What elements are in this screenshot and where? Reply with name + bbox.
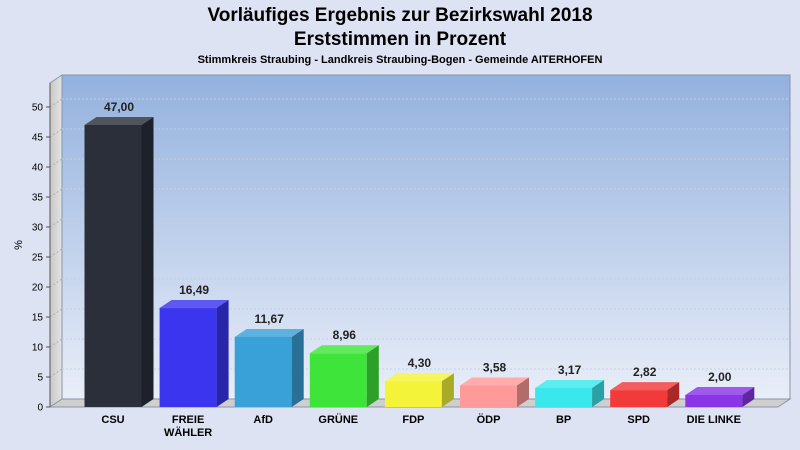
bar-front bbox=[685, 395, 743, 407]
bar-side bbox=[291, 328, 304, 407]
data-label: 11,67 bbox=[255, 312, 285, 326]
gridline-wall bbox=[49, 98, 63, 108]
y-tick-label: 40 bbox=[32, 163, 44, 174]
bar-side bbox=[141, 117, 154, 407]
y-tick-label: 10 bbox=[32, 343, 44, 354]
bar-front bbox=[84, 125, 142, 407]
gridline-wall bbox=[49, 248, 63, 258]
bar-side bbox=[441, 373, 454, 407]
bar-side bbox=[592, 379, 605, 407]
gridline-wall bbox=[49, 338, 63, 348]
bar-side bbox=[517, 377, 529, 407]
x-tick-label: BP bbox=[556, 414, 571, 426]
y-tick-label: 35 bbox=[32, 193, 44, 204]
bar-csu bbox=[84, 117, 154, 407]
data-label: 2,00 bbox=[708, 370, 732, 384]
gridline-wall bbox=[49, 128, 63, 138]
data-label: 3,58 bbox=[483, 361, 507, 375]
bar-freie-wähler bbox=[159, 300, 229, 407]
data-label: 47,00 bbox=[104, 100, 134, 114]
gridline-wall bbox=[49, 308, 63, 318]
bar-top bbox=[535, 379, 605, 388]
bar-top bbox=[610, 382, 680, 391]
gridline-wall bbox=[49, 278, 63, 288]
bar-top bbox=[384, 373, 454, 382]
x-tick-label: GRÜNE bbox=[318, 413, 358, 426]
y-tick-label: 15 bbox=[32, 313, 44, 324]
data-label: 3,17 bbox=[558, 363, 582, 377]
gridline-wall bbox=[49, 188, 63, 198]
y-tick-label: 50 bbox=[32, 103, 44, 114]
bar-top bbox=[460, 377, 529, 386]
bar-front bbox=[460, 385, 517, 407]
bar-front bbox=[610, 390, 668, 407]
bar-top bbox=[234, 328, 304, 337]
plot-side-wall bbox=[49, 74, 63, 408]
bar-side bbox=[366, 345, 379, 407]
bar-ödp bbox=[460, 377, 529, 407]
y-axis-label: % bbox=[13, 240, 25, 250]
bar-front bbox=[159, 308, 217, 407]
bars bbox=[84, 117, 755, 407]
gridline-wall bbox=[49, 368, 63, 378]
bar-bp bbox=[535, 379, 605, 407]
bar-top bbox=[309, 345, 379, 354]
x-tick-label: FDP bbox=[402, 414, 424, 426]
bar-side bbox=[216, 300, 229, 407]
bar-front bbox=[234, 336, 292, 407]
x-tick-label: SPD bbox=[627, 414, 650, 426]
y-tick-label: 30 bbox=[32, 223, 44, 234]
y-tick-label: 0 bbox=[37, 403, 43, 414]
bar-fdp bbox=[384, 373, 454, 407]
chart-title-line2: Erststimmen in Prozent bbox=[293, 29, 507, 50]
data-label: 2,82 bbox=[633, 365, 657, 379]
bar-die-linke bbox=[685, 387, 755, 407]
bar-top bbox=[159, 300, 229, 309]
x-tick-label: AfD bbox=[253, 414, 273, 426]
chart-title-line1: Vorläufiges Ergebnis zur Bezirkswahl 201… bbox=[207, 5, 593, 26]
gridline-wall bbox=[49, 158, 63, 168]
y-tick-label: 5 bbox=[37, 373, 43, 384]
data-label: 4,30 bbox=[408, 356, 432, 370]
data-label: 16,49 bbox=[179, 283, 209, 297]
x-tick-label: ÖDP bbox=[477, 413, 501, 426]
bar-side bbox=[667, 382, 680, 407]
x-tick-label: FREIE bbox=[172, 414, 204, 426]
bar-grüne bbox=[309, 345, 379, 407]
bar-afd bbox=[234, 328, 304, 407]
bar-front bbox=[309, 353, 367, 407]
y-tick-label: 45 bbox=[32, 133, 44, 144]
y-axis: 0 5 10 15 20 25 30 35 40 45 50 bbox=[32, 83, 51, 414]
plot-area bbox=[48, 74, 792, 408]
y-tick-label: 20 bbox=[32, 283, 44, 294]
bar-spd bbox=[610, 382, 680, 407]
x-tick-label: CSU bbox=[101, 414, 124, 426]
bar-front bbox=[535, 387, 593, 407]
bar-front bbox=[384, 381, 442, 407]
bar-top bbox=[685, 387, 755, 395]
chart-title: Vorläufiges Ergebnis zur Bezirkswahl 201… bbox=[0, 4, 800, 52]
data-label: 8,96 bbox=[333, 328, 357, 342]
x-tick-label: DIE LINKE bbox=[687, 414, 741, 426]
y-tick-label: 25 bbox=[32, 253, 44, 264]
gridline-wall bbox=[49, 218, 63, 228]
x-tick-label: WÄHLER bbox=[164, 426, 212, 439]
chart-subtitle: Stimmkreis Straubing - Landkreis Straubi… bbox=[197, 54, 603, 66]
bar-side bbox=[742, 387, 755, 407]
bar-top bbox=[84, 117, 154, 125]
